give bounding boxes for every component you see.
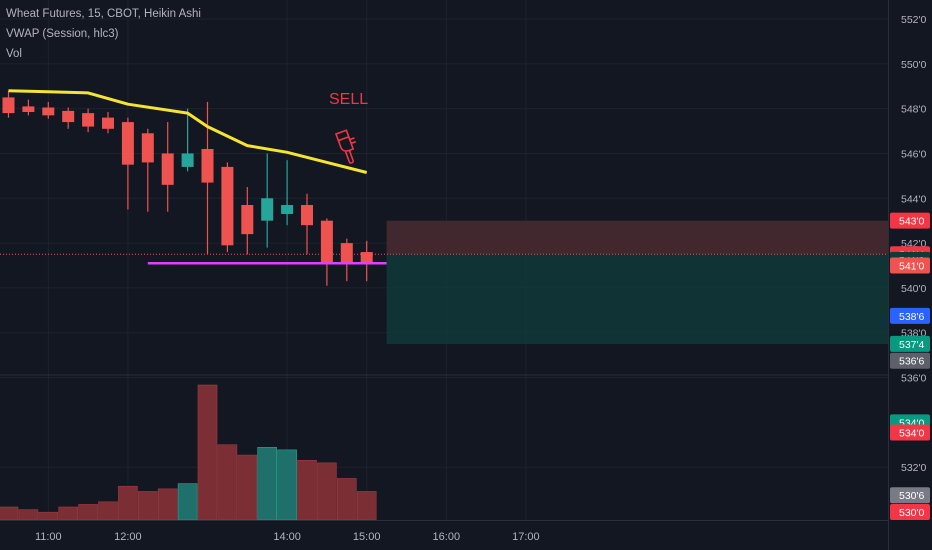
stop-zone	[386, 220, 888, 255]
candle-body-9	[181, 153, 194, 167]
time-axis-bg	[0, 520, 888, 550]
price-tick-label-0: 552'0	[901, 14, 927, 26]
candle-body-3	[62, 110, 75, 123]
candle-body-18	[360, 252, 373, 264]
volume-bar-1	[18, 509, 39, 521]
symbol-legend[interactable]: Wheat Futures, 15, CBOT, Heikin Ashi	[6, 8, 201, 20]
volume-bar-4	[78, 504, 98, 521]
price-label-5: 537'4	[899, 339, 925, 351]
candle-body-15	[301, 204, 313, 226]
volume-bar-14	[277, 449, 297, 521]
candle-body-4	[82, 113, 95, 127]
price-label-bg-8	[890, 424, 930, 441]
candle-body-7	[141, 133, 154, 163]
price-tick-label-8: 536'0	[901, 373, 927, 385]
price-tick-label-2: 548'0	[901, 104, 927, 116]
time-tick-label-3: 15:00	[353, 531, 381, 543]
vwap-legend[interactable]: VWAP (Session, hlc3)	[6, 28, 119, 40]
time-tick-label-2: 14:00	[273, 531, 301, 543]
volume-bar-18	[356, 491, 377, 521]
volume-bar-2	[38, 511, 59, 521]
candle-body-6	[121, 122, 134, 165]
time-tick-label-1: 12:00	[114, 531, 142, 543]
price-label-bg-6	[890, 352, 930, 369]
price-label-bg-5	[890, 335, 930, 352]
price-tick-label-1: 550'0	[901, 59, 927, 71]
candle-body-10	[201, 148, 214, 183]
price-tick-label-4: 544'0	[901, 193, 927, 205]
time-axis[interactable]: 11:0012:0014:0015:0016:0017:001701:0002:…	[0, 520, 932, 550]
pointing-hand-down-icon	[334, 129, 357, 164]
target-zone	[386, 254, 888, 344]
volume-bar-15	[297, 459, 317, 521]
volume-legend[interactable]: Vol	[6, 48, 22, 60]
volume-bar-6	[118, 485, 138, 521]
time-tick-label-5: 17:00	[512, 531, 540, 543]
candle-body-11	[221, 166, 234, 246]
volume-bars	[0, 384, 377, 521]
time-tick-label-4: 16:00	[433, 531, 461, 543]
volume-bar-5	[98, 501, 118, 521]
price-axis-bg	[888, 0, 932, 550]
volume-bar-8	[157, 488, 178, 521]
price-label-bg-0	[890, 212, 930, 229]
candle-body-16	[320, 220, 333, 264]
volume-bar-9	[177, 483, 198, 521]
price-label-bg-9	[890, 487, 930, 504]
volume-bar-16	[317, 462, 337, 521]
candle-body-13	[261, 198, 274, 221]
candle-body-2	[42, 107, 55, 116]
volume-bar-12	[237, 454, 258, 521]
price-axis[interactable]: 552'0550'0548'0546'0544'0542'0540'0538'0…	[888, 0, 932, 550]
price-tick-label-9: 532'0	[901, 462, 927, 474]
price-tick-label-3: 546'0	[901, 148, 927, 160]
sell-annotation: SELL	[329, 91, 368, 108]
annotations: SELL	[329, 91, 368, 164]
volume-bar-3	[58, 506, 79, 521]
price-label-10: 530'0	[899, 507, 925, 519]
price-tick-label-6: 540'0	[901, 283, 927, 295]
candle-body-1	[22, 106, 35, 112]
time-tick-label-0: 11:00	[35, 531, 62, 543]
price-label-bg-3	[890, 257, 930, 274]
price-label-3: 541'0	[899, 261, 925, 273]
volume-bar-10	[197, 384, 218, 521]
price-label-6: 536'6	[899, 356, 925, 368]
candle-body-0	[2, 97, 15, 114]
candles	[2, 90, 373, 286]
price-label-0: 543'0	[899, 216, 925, 228]
indicator-lines	[8, 89, 387, 265]
volume-bar-17	[336, 478, 357, 521]
candle-body-8	[161, 153, 174, 185]
candle-body-17	[340, 243, 353, 264]
volume-bar-13	[257, 447, 278, 521]
price-label-bg-10	[890, 504, 930, 520]
price-label-bg-4	[890, 307, 930, 324]
price-label-8: 534'0	[899, 427, 925, 439]
volume-bar-11	[217, 444, 238, 521]
volume-bar-0	[0, 506, 19, 521]
position-zones	[0, 220, 888, 344]
price-label-9: 530'6	[899, 490, 925, 502]
candle-body-14	[281, 204, 294, 214]
vwap-line	[8, 89, 368, 174]
candle-body-12	[241, 204, 254, 235]
candle-body-5	[102, 117, 114, 129]
volume-bar-7	[138, 491, 158, 521]
price-label-4: 538'6	[899, 311, 925, 323]
